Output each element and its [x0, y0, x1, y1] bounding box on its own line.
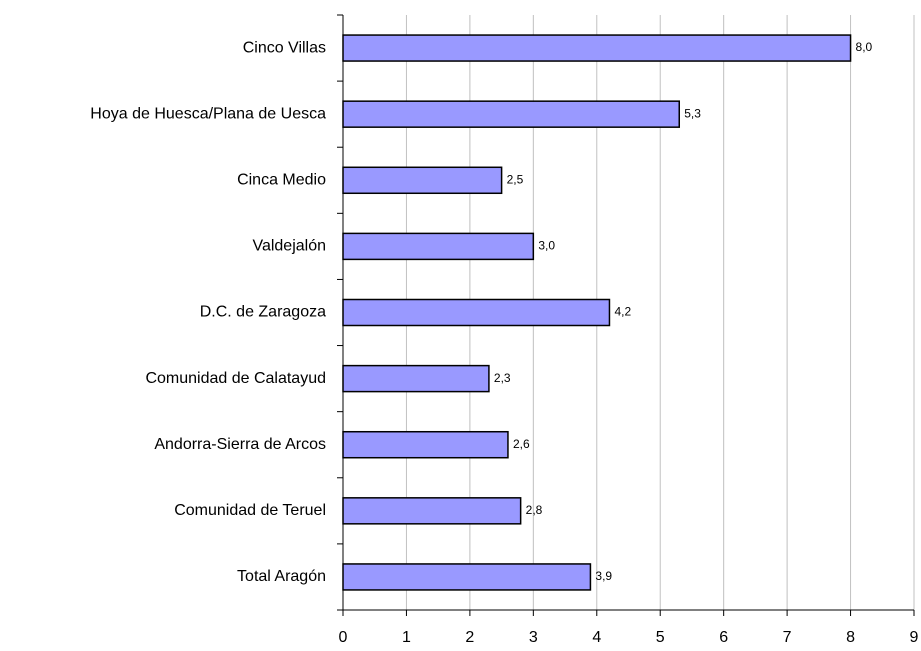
x-tick-label: 1 [402, 629, 411, 646]
bar [342, 166, 503, 195]
x-tick-label: 3 [529, 629, 538, 646]
category-label: Valdejalón [252, 238, 326, 255]
x-tick-label: 5 [656, 629, 665, 646]
bar [342, 298, 611, 327]
x-tick-label: 9 [910, 629, 919, 646]
category-label: Hoya de Huesca/Plana de Uesca [90, 105, 326, 122]
bar [342, 232, 535, 261]
value-label: 2,3 [494, 371, 511, 385]
value-label: 8,0 [856, 40, 873, 54]
x-tick-label: 6 [719, 629, 728, 646]
x-tick-label: 8 [846, 629, 855, 646]
value-label: 5,3 [684, 106, 701, 120]
category-label: Comunidad de Calatayud [145, 370, 326, 387]
category-label: Cinco Villas [243, 39, 326, 56]
bar [342, 364, 490, 393]
bar [342, 34, 852, 62]
x-tick-label: 2 [465, 629, 474, 646]
value-label: 2,6 [513, 437, 530, 451]
value-label: 4,2 [614, 305, 631, 319]
bar [342, 497, 522, 525]
bar [342, 100, 681, 128]
bar [342, 430, 509, 459]
x-tick-label: 4 [592, 629, 601, 646]
value-label: 3,0 [538, 239, 555, 253]
category-label: Andorra-Sierra de Arcos [154, 436, 326, 453]
category-label: D.C. de Zaragoza [200, 304, 326, 321]
category-label: Cinca Medio [237, 171, 326, 188]
category-label: Total Aragón [237, 568, 326, 585]
value-label: 2,5 [507, 172, 524, 186]
category-label: Comunidad de Teruel [174, 502, 326, 519]
x-tick-label: 7 [783, 629, 792, 646]
value-label: 3,9 [595, 569, 612, 583]
bar [342, 563, 592, 591]
x-tick-label: 0 [339, 629, 348, 646]
value-label: 2,8 [526, 503, 543, 517]
